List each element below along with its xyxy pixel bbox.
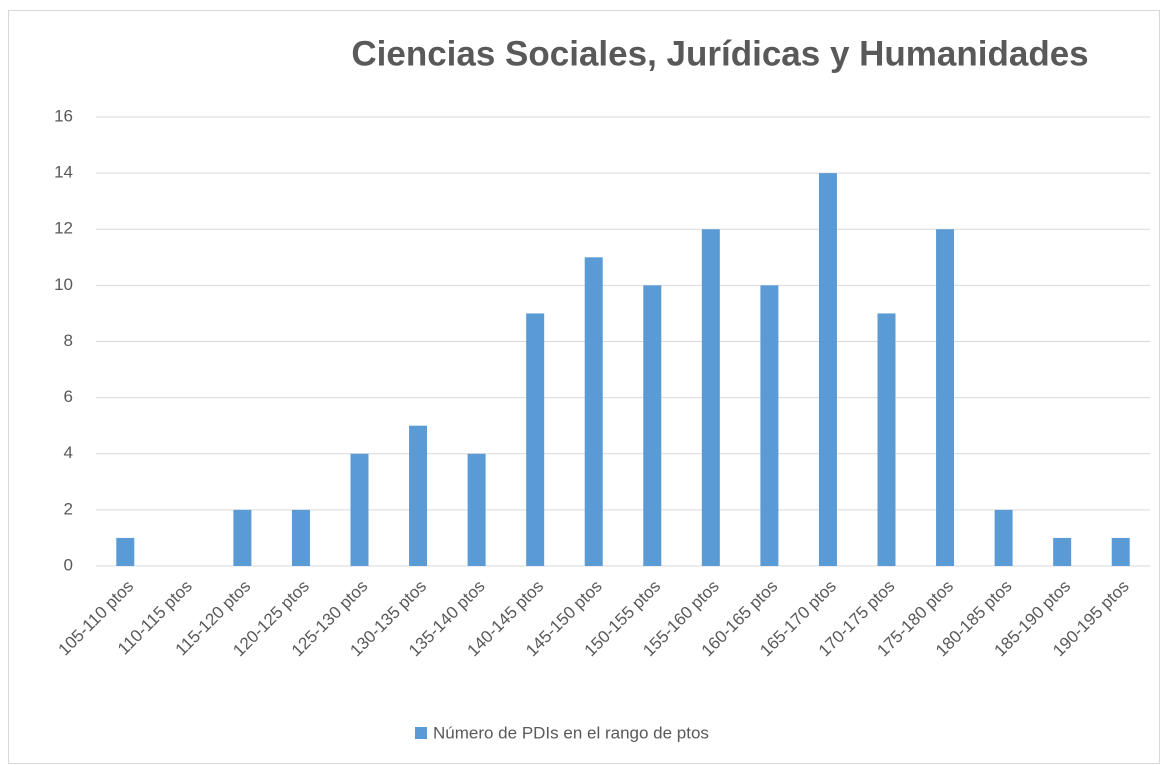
y-tick-label: 4	[64, 443, 73, 462]
bar	[584, 257, 603, 566]
bar	[818, 173, 837, 566]
bar	[760, 285, 779, 566]
bar	[116, 537, 135, 566]
y-tick-label: 12	[54, 219, 73, 238]
bar	[643, 285, 662, 566]
bar	[936, 229, 955, 566]
legend-swatch	[415, 727, 427, 739]
legend-label: Número de PDIs en el rango de ptos	[433, 723, 709, 742]
y-tick-label: 6	[64, 387, 73, 406]
bar	[291, 509, 310, 566]
y-tick-label: 14	[54, 163, 73, 182]
bar	[233, 509, 252, 566]
y-tick-label: 0	[64, 555, 73, 574]
bar	[350, 453, 369, 566]
y-tick-label: 8	[64, 331, 73, 350]
bar	[1111, 537, 1130, 566]
y-tick-label: 10	[54, 275, 73, 294]
chart-title: Ciencias Sociales, Jurídicas y Humanidad…	[351, 34, 1088, 73]
bar	[994, 509, 1013, 566]
bar	[1053, 537, 1072, 566]
y-tick-label: 2	[64, 499, 73, 518]
bar	[877, 313, 896, 566]
bar	[701, 229, 720, 566]
bar	[467, 453, 486, 566]
bar	[409, 425, 428, 566]
bar	[526, 313, 545, 566]
y-tick-label: 16	[54, 106, 73, 125]
chart-border	[8, 10, 1160, 764]
